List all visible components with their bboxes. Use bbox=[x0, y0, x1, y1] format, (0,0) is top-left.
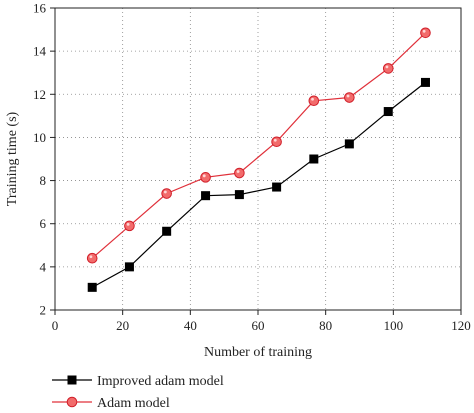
legend-label-adam: Adam model bbox=[97, 396, 170, 411]
x-tick-label: 40 bbox=[184, 318, 197, 333]
data-point-square bbox=[383, 107, 393, 117]
x-tick-label: 120 bbox=[451, 318, 471, 333]
x-tick-label: 0 bbox=[52, 318, 59, 333]
data-point-square bbox=[344, 139, 354, 149]
y-tick-label: 2 bbox=[40, 303, 47, 318]
data-point-highlight bbox=[126, 222, 130, 226]
y-tick-label: 14 bbox=[33, 44, 47, 59]
x-tick-label: 80 bbox=[319, 318, 332, 333]
data-point-square bbox=[124, 262, 134, 272]
data-point-circle bbox=[382, 63, 394, 74]
data-point-square bbox=[87, 282, 97, 292]
data-point-highlight bbox=[89, 255, 93, 259]
data-point-circle bbox=[420, 27, 431, 39]
legend-marker-circle bbox=[66, 396, 78, 408]
data-point-highlight bbox=[202, 174, 206, 178]
x-tick-label: 20 bbox=[116, 318, 129, 333]
grid bbox=[55, 8, 461, 310]
data-point-square bbox=[234, 190, 244, 200]
series-line-1 bbox=[91, 32, 426, 259]
data-point-highlight bbox=[236, 170, 240, 173]
data-point-circle bbox=[86, 252, 98, 264]
legend: Improved adam model Adam model bbox=[52, 374, 224, 411]
data-point-square bbox=[309, 154, 319, 164]
data-point-highlight bbox=[273, 138, 277, 142]
data-point-square bbox=[162, 226, 172, 236]
data-point-highlight bbox=[385, 65, 389, 69]
data-point-square bbox=[420, 77, 430, 87]
data-point-highlight bbox=[346, 94, 350, 98]
data-point-circle bbox=[200, 172, 211, 183]
y-tick-label: 4 bbox=[40, 259, 47, 274]
data-point-circle bbox=[271, 136, 282, 148]
y-tick-label: 12 bbox=[33, 87, 46, 102]
data-point-circle bbox=[124, 220, 135, 232]
legend-marker-square bbox=[67, 375, 77, 385]
data-point-circle bbox=[234, 167, 245, 179]
series bbox=[86, 27, 431, 292]
x-tick-label: 100 bbox=[384, 318, 404, 333]
y-axis-title: Training time (s) bbox=[5, 111, 20, 206]
data-point-square bbox=[272, 182, 282, 192]
legend-item-improved: Improved adam model bbox=[52, 374, 224, 389]
y-axis-ticks: 2 4 6 8 10 12 14 16 bbox=[33, 1, 55, 318]
y-tick-label: 6 bbox=[40, 216, 47, 231]
x-axis-title: Number of training bbox=[204, 345, 312, 360]
data-point-highlight bbox=[422, 29, 426, 33]
series-line-0 bbox=[91, 81, 426, 288]
legend-item-adam: Adam model bbox=[52, 396, 170, 411]
legend-label-improved: Improved adam model bbox=[97, 374, 224, 389]
x-axis-ticks: 0 20 40 60 80 100 120 bbox=[52, 310, 471, 333]
data-point-circle bbox=[344, 92, 355, 103]
x-tick-label: 60 bbox=[252, 318, 265, 333]
data-point-circle bbox=[161, 188, 172, 199]
data-point-highlight bbox=[311, 97, 314, 101]
y-tick-label: 10 bbox=[33, 130, 46, 145]
y-tick-label: 16 bbox=[33, 1, 47, 16]
data-point-circle bbox=[308, 95, 320, 107]
y-tick-label: 8 bbox=[40, 173, 47, 188]
data-point-square bbox=[201, 191, 211, 201]
data-point-highlight bbox=[163, 190, 167, 194]
